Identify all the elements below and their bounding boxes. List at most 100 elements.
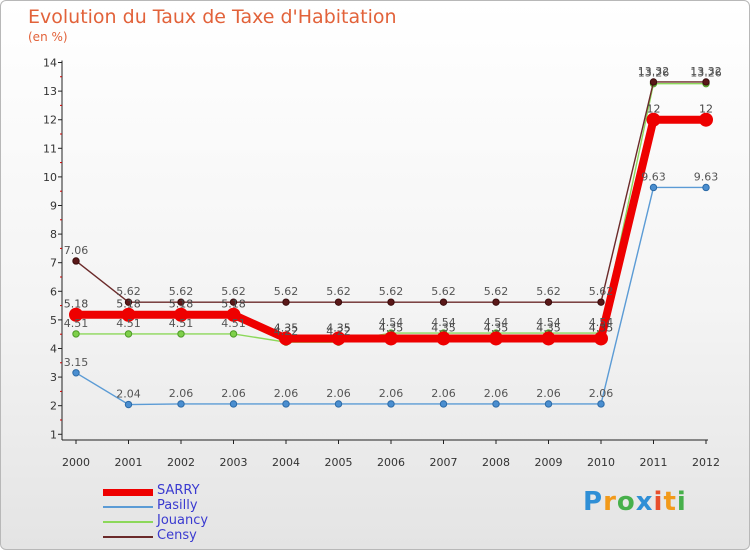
data-label-jouancy: 4.54 xyxy=(589,316,614,329)
x-tick-label: 2007 xyxy=(430,456,458,469)
y-tick-label: 14 xyxy=(43,57,57,70)
data-label-jouancy: 4.51 xyxy=(169,317,194,330)
data-label-jouancy: 4.54 xyxy=(536,316,561,329)
data-label-censy: 5.62 xyxy=(484,285,509,298)
data-label-pasilly: 2.06 xyxy=(484,387,509,400)
legend-swatch xyxy=(103,506,153,508)
data-label-sarry: 4.35 xyxy=(431,321,456,334)
data-label-sarry: 5.18 xyxy=(116,298,141,311)
data-label-pasilly: 9.63 xyxy=(641,170,666,183)
data-label-pasilly: 2.06 xyxy=(589,387,614,400)
proxiti-logo: Proxiti xyxy=(583,487,687,517)
data-point-pasilly xyxy=(649,183,658,192)
legend-label: Censy xyxy=(157,528,197,543)
data-label-pasilly: 2.06 xyxy=(326,387,351,400)
y-tick-label: 9 xyxy=(50,199,57,212)
data-label-pasilly: 2.06 xyxy=(169,387,194,400)
data-point-censy xyxy=(649,78,658,86)
data-point-pasilly xyxy=(177,400,185,408)
data-point-censy xyxy=(439,298,448,306)
data-point-jouancy xyxy=(124,330,133,338)
legend-swatch xyxy=(103,488,153,496)
data-label-sarry: 4.35 xyxy=(274,321,299,334)
data-point-pasilly xyxy=(334,400,343,408)
x-tick-label: 2003 xyxy=(220,456,248,469)
logo-letter: i xyxy=(653,487,664,517)
data-point-censy xyxy=(544,298,553,306)
data-point-sarry xyxy=(384,331,398,346)
data-label-pasilly: 2.06 xyxy=(274,387,299,400)
data-label-pasilly: 2.06 xyxy=(536,387,561,400)
legend-label: Jouancy xyxy=(157,513,209,528)
data-point-pasilly xyxy=(387,400,395,408)
data-point-pasilly xyxy=(492,400,500,408)
data-label-censy: 7.06 xyxy=(64,244,89,257)
data-label-censy: 5.62 xyxy=(379,285,404,298)
data-point-sarry xyxy=(226,307,241,322)
x-tick-label: 2008 xyxy=(482,456,510,469)
data-point-pasilly xyxy=(282,400,290,408)
data-point-sarry xyxy=(69,307,83,322)
x-tick-label: 2002 xyxy=(167,456,195,469)
data-point-censy xyxy=(177,298,185,306)
data-point-sarry xyxy=(646,112,661,127)
y-tick-label: 13 xyxy=(43,85,57,98)
x-tick-label: 2004 xyxy=(272,456,300,469)
data-label-censy: 5.62 xyxy=(431,285,456,298)
data-point-censy xyxy=(492,298,500,306)
x-tick-label: 2000 xyxy=(62,456,90,469)
data-label-sarry: 12 xyxy=(647,103,661,116)
data-point-sarry xyxy=(279,331,293,346)
data-label-censy: 5.62 xyxy=(221,285,246,298)
data-point-sarry xyxy=(594,331,608,346)
data-point-pasilly xyxy=(72,369,80,377)
data-point-sarry xyxy=(331,331,346,346)
logo-letter: t xyxy=(663,487,677,517)
data-point-censy xyxy=(282,298,290,306)
data-label-censy: 5.62 xyxy=(169,285,194,298)
data-point-jouancy xyxy=(229,330,238,338)
x-tick-label: 2005 xyxy=(325,456,353,469)
legend-label: SARRY xyxy=(157,483,200,498)
data-label-sarry: 4.35 xyxy=(484,321,509,334)
data-label-sarry: 5.18 xyxy=(64,298,89,311)
y-tick-label: 11 xyxy=(43,142,57,155)
data-label-pasilly: 9.63 xyxy=(694,170,719,183)
y-tick-label: 2 xyxy=(50,400,57,413)
data-point-jouancy xyxy=(177,330,185,338)
series-line-censy xyxy=(75,81,706,303)
data-label-censy: 5.62 xyxy=(116,285,141,298)
data-label-jouancy: 4.54 xyxy=(484,316,509,329)
x-tick-label: 2010 xyxy=(587,456,615,469)
logo-letter: i xyxy=(676,487,687,517)
data-label-pasilly: 3.15 xyxy=(64,356,89,369)
x-tick-label: 2012 xyxy=(692,456,720,469)
data-point-sarry xyxy=(121,307,136,322)
legend-swatch xyxy=(103,536,153,538)
y-tick-label: 12 xyxy=(43,114,57,127)
x-tick-label: 2001 xyxy=(115,456,143,469)
data-point-censy xyxy=(334,298,343,306)
y-tick-label: 6 xyxy=(50,285,57,298)
data-label-censy: 5.62 xyxy=(326,285,351,298)
data-point-sarry xyxy=(699,112,713,127)
data-label-pasilly: 2.06 xyxy=(431,387,456,400)
data-point-sarry xyxy=(436,331,451,346)
data-point-jouancy xyxy=(72,330,80,338)
logo-letter: r xyxy=(603,487,617,517)
x-tick-label: 2009 xyxy=(535,456,563,469)
data-label-sarry: 4.35 xyxy=(326,321,351,334)
logo-letter: x xyxy=(635,487,654,517)
data-label-pasilly: 2.04 xyxy=(116,388,141,401)
y-tick-label: 8 xyxy=(50,228,57,241)
y-tick-label: 5 xyxy=(50,314,57,327)
data-point-censy xyxy=(387,298,395,306)
data-label-sarry: 5.18 xyxy=(221,298,246,311)
legend-swatch xyxy=(103,521,153,523)
y-tick-label: 3 xyxy=(50,371,57,384)
data-point-pasilly xyxy=(124,400,133,409)
data-label-jouancy: 4.22 xyxy=(274,325,299,338)
data-point-censy xyxy=(597,298,605,306)
data-point-pasilly xyxy=(597,400,605,408)
